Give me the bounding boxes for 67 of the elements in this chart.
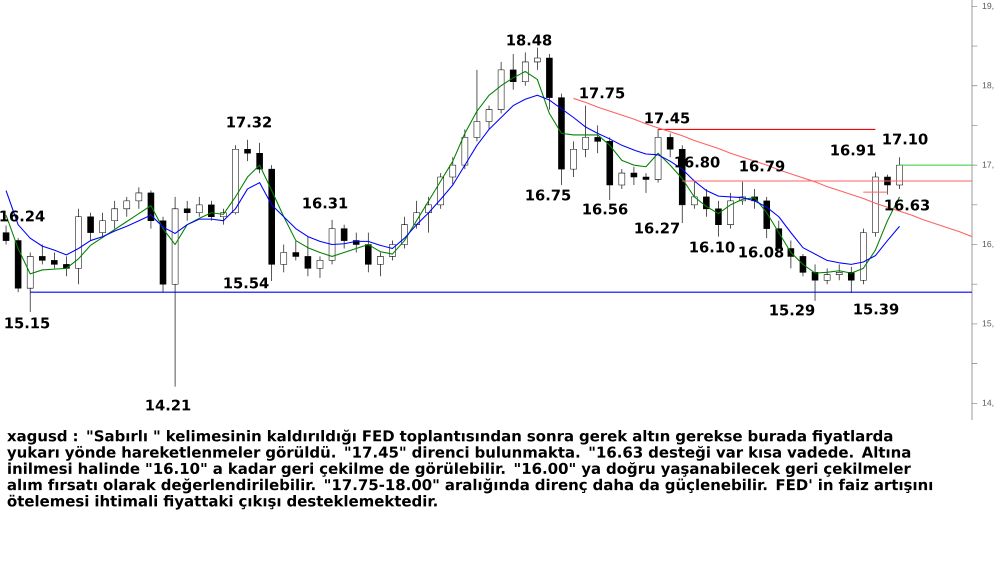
candlestick [666, 133, 674, 158]
annotation: 16.91 [831, 144, 876, 156]
candlestick [280, 244, 288, 273]
candlestick [136, 187, 142, 210]
candlestick [691, 180, 698, 210]
candlestick [124, 196, 130, 218]
candlestick [196, 196, 203, 218]
annotation: 16.31 [303, 197, 348, 209]
candlestick [99, 212, 106, 237]
candlestick [594, 125, 601, 154]
candlestick [244, 139, 251, 162]
annotation: 14.21 [146, 400, 190, 410]
candlestick [522, 52, 529, 86]
candlestick [824, 268, 830, 285]
candlestick [340, 224, 348, 249]
y-tick-label: 14, [982, 400, 994, 407]
candlestick [642, 172, 650, 194]
candlestick [715, 200, 722, 237]
annotation: 17.10 [883, 133, 928, 145]
annotation: 15.54 [224, 278, 269, 288]
candlestick [256, 142, 263, 174]
candlestick [208, 200, 215, 222]
candlestick [630, 166, 638, 186]
annotation: 17.32 [227, 116, 271, 128]
candlestick [292, 240, 300, 261]
candlestick [618, 168, 626, 190]
candlestick [836, 264, 842, 281]
candlestick [450, 156, 456, 186]
candlestick [364, 232, 372, 273]
annotation: 18.48 [507, 34, 552, 46]
annotation: 16.56 [583, 203, 628, 215]
candlestick [486, 105, 492, 130]
candlestick [316, 256, 324, 278]
y-tick-label: 17, [982, 162, 994, 169]
y-tick-label: 16, [982, 240, 994, 248]
annotation: 17.45 [645, 112, 690, 124]
candlestick [800, 254, 806, 277]
candlestick [87, 212, 94, 241]
candlestick [727, 192, 734, 229]
candlestick [570, 140, 577, 178]
annotation: 15.39 [854, 303, 898, 315]
annotation: 16.75 [526, 189, 570, 201]
candlestick [510, 54, 516, 90]
y-tick-label: 15, [982, 320, 994, 328]
candlestick [184, 200, 190, 222]
candlestick [474, 70, 480, 142]
annotation: 15.15 [5, 318, 50, 328]
annotation: 17.75 [580, 88, 624, 98]
candlestick [812, 264, 818, 302]
annotation: 16.10 [690, 241, 734, 253]
y-tick-label: 19, [982, 2, 994, 10]
candlestick [304, 236, 312, 277]
annotation: 16.08 [739, 246, 784, 258]
candlestick [884, 174, 891, 195]
candlestick [2, 225, 10, 245]
candlestick [111, 200, 118, 229]
candlestick [703, 188, 710, 218]
candlestick [38, 244, 46, 265]
candlestick [582, 105, 589, 158]
candlestick [377, 252, 384, 277]
candlestick [534, 47, 541, 70]
candlestick [51, 252, 58, 269]
annotation: 15.29 [770, 304, 814, 316]
annotation: 16.27 [635, 222, 680, 234]
text: xagusd : "Sabırlı " kelimesinin kaldırıldığı FED toplantısından sonra gerek altın gerekse burada fiyatlarda yukarı yönde hareketlenmeler görüldü. "17.45" direnci bulunmakta. "16.63 desteği var kısa vadede. Altına inilmesi halinde "16.10" a kadar geri çekilme de görülebilir. "16.00" ya doğru yaşanabilecek geri çekilmeler alım fırsatı olarak değerlendirilebilir. "17.75-18.00" aralığında direnç daha da güçlenebilir. FED' in faiz artışını ötelemesi ihtimali fiyattaki çıkışı desteklemektedir. [7, 430, 932, 510]
candlestick [896, 156, 903, 190]
y-tick-label: 18, [982, 82, 994, 90]
